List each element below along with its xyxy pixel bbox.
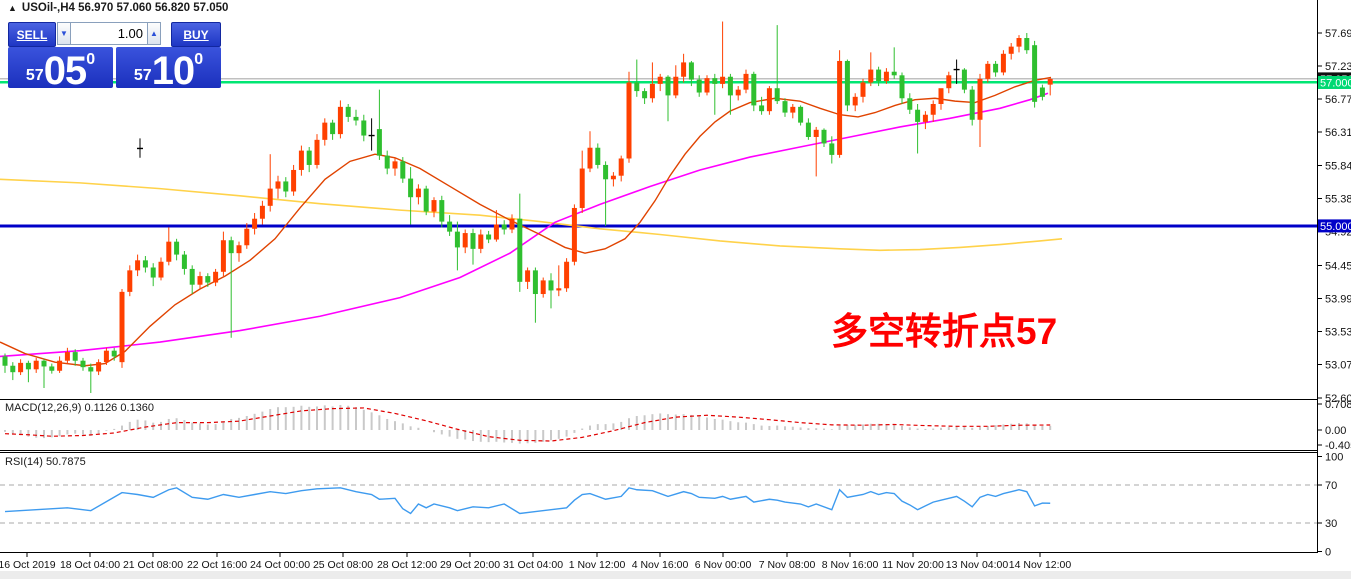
svg-text:14 Nov 12:00: 14 Nov 12:00 [1009, 559, 1072, 571]
svg-text:6 Nov 00:00: 6 Nov 00:00 [695, 559, 752, 571]
svg-text:11 Nov 20:00: 11 Nov 20:00 [882, 559, 944, 571]
svg-text:24 Oct 00:00: 24 Oct 00:00 [250, 559, 310, 571]
svg-text:57.230: 57.230 [1325, 61, 1351, 73]
candlestick-series [2, 21, 1053, 393]
svg-text:53.070: 53.070 [1325, 359, 1351, 371]
svg-text:13 Nov 04:00: 13 Nov 04:00 [946, 559, 1009, 571]
svg-text:1 Nov 12:00: 1 Nov 12:00 [569, 559, 626, 571]
svg-text:56.770: 56.770 [1325, 94, 1351, 106]
chevron-up-icon: ▲ [150, 29, 158, 38]
svg-text:55.000: 55.000 [1320, 221, 1351, 233]
svg-text:57.690: 57.690 [1325, 28, 1351, 40]
svg-text:0.7088: 0.7088 [1325, 399, 1351, 411]
svg-text:54.450: 54.450 [1325, 260, 1351, 272]
svg-text:18 Oct 04:00: 18 Oct 04:00 [60, 559, 120, 571]
svg-text:52.600: 52.600 [1325, 393, 1351, 405]
chevron-down-icon: ▼ [60, 29, 68, 38]
svg-text:7 Nov 08:00: 7 Nov 08:00 [759, 559, 816, 571]
macd-indicator-label: MACD(12,26,9) 0.1126 0.1360 [5, 402, 154, 414]
svg-text:55.380: 55.380 [1325, 194, 1351, 206]
svg-text:100: 100 [1325, 452, 1343, 464]
svg-text:22 Oct 16:00: 22 Oct 16:00 [187, 559, 247, 571]
buy-price-small: 57 [133, 67, 152, 84]
buy-button[interactable]: BUY [171, 22, 221, 47]
svg-text:31 Oct 04:00: 31 Oct 04:00 [503, 559, 563, 571]
chart-annotation-text: 多空转折点57 [831, 311, 1058, 352]
svg-text:0: 0 [1325, 547, 1331, 559]
buy-price-sup: 0 [194, 51, 204, 68]
rsi-indicator-label: RSI(14) 50.7875 [5, 456, 86, 468]
trade-widget-top-row: SELL ▼ ▲ BUY [8, 22, 221, 47]
svg-text:-0.4059: -0.4059 [1325, 440, 1351, 452]
svg-text:25 Oct 08:00: 25 Oct 08:00 [313, 559, 373, 571]
volume-input[interactable] [71, 22, 147, 45]
buy-price-big: 10 [151, 49, 195, 93]
sell-price-sup: 0 [86, 51, 96, 68]
svg-text:21 Oct 08:00: 21 Oct 08:00 [123, 559, 183, 571]
sell-price-big: 05 [43, 49, 87, 93]
svg-text:4 Nov 16:00: 4 Nov 16:00 [632, 559, 689, 571]
svg-text:29 Oct 20:00: 29 Oct 20:00 [440, 559, 500, 571]
svg-text:16 Oct 2019: 16 Oct 2019 [0, 559, 56, 571]
window-bottom-edge [0, 571, 1351, 579]
sell-price-panel[interactable]: 57 05 0 [8, 47, 113, 93]
symbol-ohlc-text: USOil-,H4 56.970 57.060 56.820 57.050 [21, 2, 229, 14]
symbol-info-line: ▲ USOil-,H4 56.970 57.060 56.820 57.050 [8, 2, 228, 14]
svg-text:0.00: 0.00 [1325, 425, 1346, 437]
svg-text:55.840: 55.840 [1325, 161, 1351, 173]
triangle-icon: ▲ [8, 3, 17, 13]
buy-price-panel[interactable]: 57 10 0 [116, 47, 221, 93]
svg-text:57.000: 57.000 [1320, 77, 1351, 89]
sell-button[interactable]: SELL [8, 22, 56, 47]
svg-text:53.530: 53.530 [1325, 326, 1351, 338]
svg-text:8 Nov 16:00: 8 Nov 16:00 [822, 559, 879, 571]
svg-text:30: 30 [1325, 518, 1337, 530]
sell-price-small: 57 [25, 67, 44, 84]
svg-text:70: 70 [1325, 480, 1337, 492]
svg-text:28 Oct 12:00: 28 Oct 12:00 [377, 559, 437, 571]
volume-increase-button[interactable]: ▲ [147, 22, 161, 45]
svg-text:56.310: 56.310 [1325, 127, 1351, 139]
volume-decrease-button[interactable]: ▼ [57, 22, 71, 45]
svg-text:53.990: 53.990 [1325, 293, 1351, 305]
